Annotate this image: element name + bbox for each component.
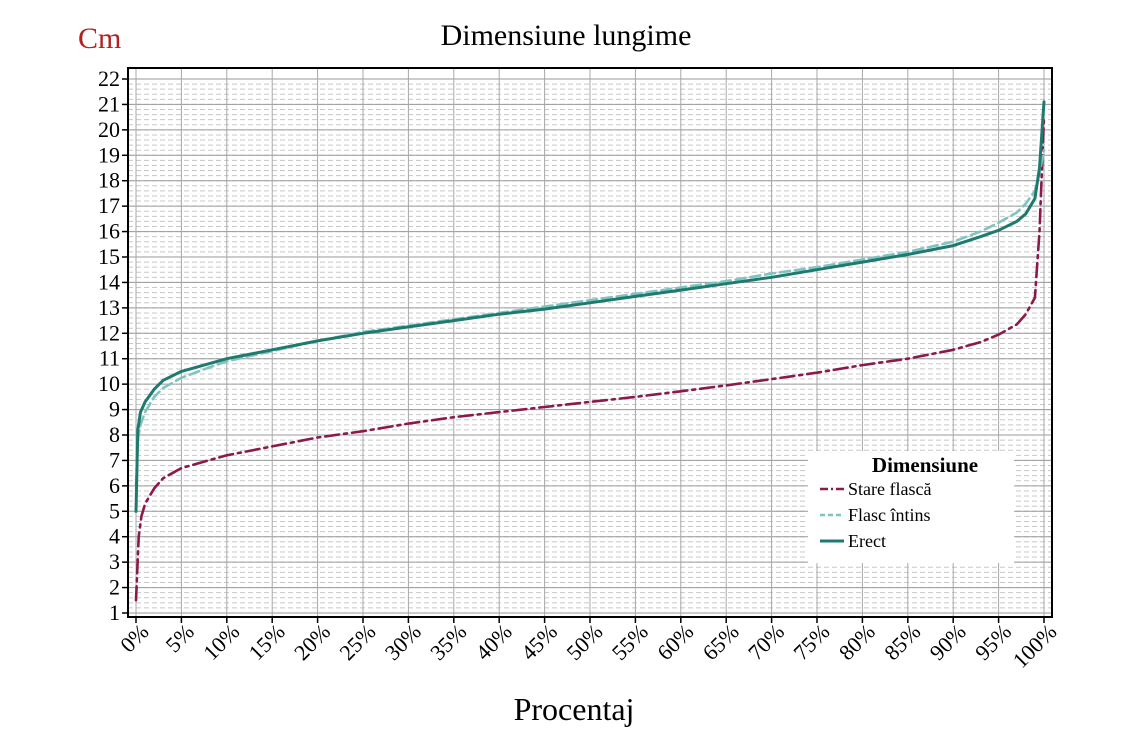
x-tick-label: 85% [879, 619, 925, 665]
y-tick-label: 13 [98, 295, 120, 320]
y-tick-label: 12 [98, 320, 120, 345]
y-tick-label: 22 [98, 66, 120, 91]
x-tick-label: 15% [244, 619, 290, 665]
x-tick-label: 20% [289, 619, 335, 665]
x-tick-label: 25% [334, 619, 380, 665]
y-tick-label: 11 [99, 346, 120, 371]
series-line-3 [134, 100, 1046, 513]
series-line-2 [134, 148, 1046, 488]
x-tick-label: 30% [380, 619, 426, 665]
y-tick-label: 9 [109, 397, 120, 422]
y-tick-label: 21 [98, 91, 120, 116]
legend-label-3: Erect [848, 531, 886, 551]
y-tick-label: 7 [109, 447, 120, 472]
y-tick-label: 14 [98, 269, 120, 294]
y-tick-label: 17 [98, 193, 120, 218]
x-tick-label: 0% [115, 619, 153, 657]
x-tick-label: 5% [161, 619, 199, 657]
x-tick-label: 40% [471, 619, 517, 665]
y-tick-label: 16 [98, 219, 120, 244]
series-group [134, 100, 1046, 602]
y-tick-label: 18 [98, 168, 120, 193]
y-tick-label: 19 [98, 142, 120, 167]
y-tick-label: 2 [109, 575, 120, 600]
y-tick-label: 3 [109, 549, 120, 574]
x-tick-label: 80% [834, 619, 880, 665]
x-tick-label: 100% [1008, 619, 1062, 673]
y-axis-label: Cm [78, 22, 121, 55]
x-tick-label: 10% [198, 619, 244, 665]
x-axis-label: Procentaj [514, 691, 635, 727]
y-tick-label: 5 [109, 498, 120, 523]
x-tick-label: 65% [698, 619, 744, 665]
y-tick-label: 10 [98, 371, 120, 396]
x-tick-label: 50% [561, 619, 607, 665]
y-tick-label: 1 [109, 600, 120, 625]
legend-box [808, 451, 1014, 563]
x-tick-label: 45% [516, 619, 562, 665]
y-tick-label: 8 [109, 422, 120, 447]
x-tick-label: 55% [607, 619, 653, 665]
y-tick-label: 15 [98, 244, 120, 269]
y-tick-label: 6 [109, 473, 120, 498]
major-grid [128, 68, 1052, 617]
x-tick-label: 70% [743, 619, 789, 665]
chart-title: Dimensiune lungime [441, 19, 692, 52]
x-tick-label: 60% [652, 619, 698, 665]
x-tick-label: 90% [925, 619, 971, 665]
y-tick-label: 20 [98, 117, 120, 142]
legend-title: Dimensiune [872, 453, 978, 477]
legend-label-1: Stare flască [848, 479, 931, 499]
y-tick-label: 4 [109, 524, 120, 549]
x-tick-label: 75% [788, 619, 834, 665]
legend-label-2: Flasc întins [848, 505, 931, 525]
x-tick-label: 35% [425, 619, 471, 665]
series-line-1 [134, 115, 1046, 602]
